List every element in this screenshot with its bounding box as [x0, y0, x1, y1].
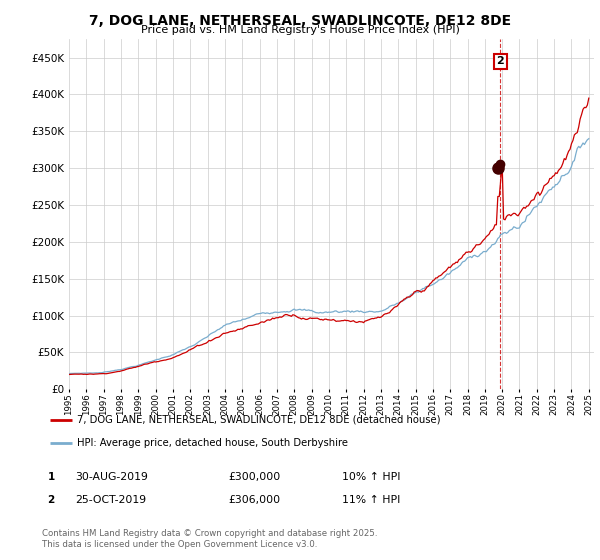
Text: 7, DOG LANE, NETHERSEAL, SWADLINCOTE, DE12 8DE (detached house): 7, DOG LANE, NETHERSEAL, SWADLINCOTE, DE…: [77, 414, 440, 424]
Text: 11% ↑ HPI: 11% ↑ HPI: [342, 494, 400, 505]
Text: 1: 1: [47, 472, 55, 482]
Text: 2: 2: [47, 494, 55, 505]
Text: 10% ↑ HPI: 10% ↑ HPI: [342, 472, 401, 482]
Text: 25-OCT-2019: 25-OCT-2019: [75, 494, 146, 505]
Text: HPI: Average price, detached house, South Derbyshire: HPI: Average price, detached house, Sout…: [77, 438, 348, 448]
Text: 2: 2: [497, 57, 504, 66]
Text: Price paid vs. HM Land Registry's House Price Index (HPI): Price paid vs. HM Land Registry's House …: [140, 25, 460, 35]
Text: 7, DOG LANE, NETHERSEAL, SWADLINCOTE, DE12 8DE: 7, DOG LANE, NETHERSEAL, SWADLINCOTE, DE…: [89, 14, 511, 28]
Text: Contains HM Land Registry data © Crown copyright and database right 2025.
This d: Contains HM Land Registry data © Crown c…: [42, 529, 377, 549]
Text: £300,000: £300,000: [228, 472, 280, 482]
Text: £306,000: £306,000: [228, 494, 280, 505]
Text: 30-AUG-2019: 30-AUG-2019: [75, 472, 148, 482]
